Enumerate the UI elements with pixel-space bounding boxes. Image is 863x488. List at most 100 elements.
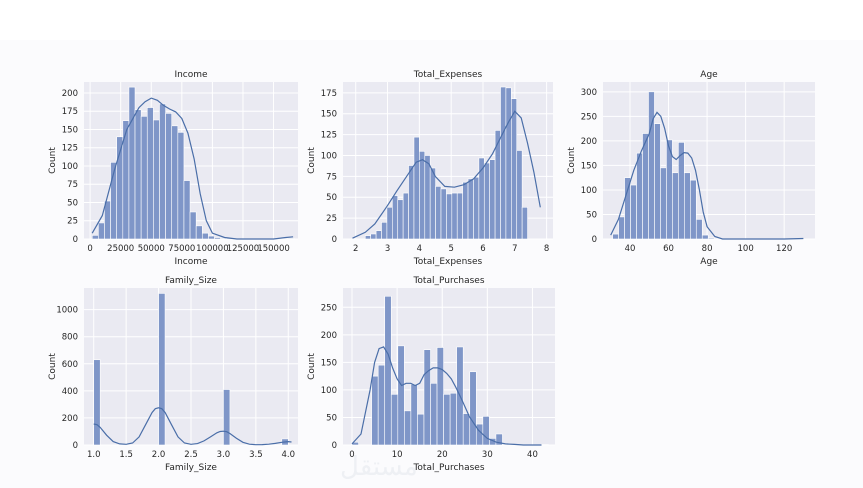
histogram-bar: [91, 235, 99, 240]
y-tick-label: 100: [321, 151, 337, 161]
y-tick-label: 50: [586, 210, 597, 220]
histogram-bar: [214, 237, 221, 240]
x-tick-label: 100000: [196, 244, 228, 254]
histogram-bar: [435, 186, 442, 240]
histogram-bar: [410, 384, 418, 446]
kde-curve: [352, 110, 541, 239]
chart-total-purchases: 0 10 20 30 40 0 50 100 150 200 250 Total_Purchases T…: [307, 276, 555, 473]
x-tick-label: 2.0: [152, 450, 166, 460]
histogram-bar: [541, 444, 549, 446]
y-tick-label: 200: [62, 414, 78, 424]
histogram-bar: [159, 103, 166, 240]
histogram-bar: [381, 221, 388, 240]
histogram-bar: [419, 151, 426, 240]
y-axis-label: Count: [567, 147, 577, 174]
y-tick-label: 100: [321, 386, 337, 396]
histogram-bar: [165, 113, 173, 240]
histogram-bar: [449, 392, 457, 446]
chart-title: Family_Size: [165, 276, 217, 286]
y-tick-label: 50: [326, 413, 337, 423]
histogram-bar: [636, 152, 643, 240]
x-axis-label: Family_Size: [165, 463, 217, 473]
histogram-bar: [684, 172, 691, 240]
histogram-bar: [128, 86, 136, 240]
y-tick-label: 50: [67, 198, 78, 208]
histogram-bar: [386, 206, 393, 240]
histogram-bar: [189, 211, 197, 240]
histogram-bar: [482, 416, 490, 446]
histogram-bar: [521, 206, 528, 240]
histogram-bar: [417, 413, 425, 446]
histogram-bar: [171, 125, 179, 240]
y-tick-label: 150: [62, 125, 78, 135]
y-tick-label: 0: [592, 235, 597, 245]
histogram-bar: [384, 295, 392, 446]
y-tick-label: 200: [581, 137, 597, 147]
x-tick-label: 20: [437, 450, 448, 460]
x-tick-label: 3: [385, 244, 390, 254]
x-tick-label: 80: [702, 244, 713, 254]
y-tick-label: 150: [321, 358, 337, 368]
histogram-bar: [287, 237, 295, 240]
y-tick-label: 25: [67, 217, 78, 227]
histogram-bar: [424, 155, 431, 240]
x-tick-label: 50000: [138, 244, 165, 254]
histogram-bar: [469, 371, 477, 446]
histogram-bar: [397, 345, 405, 446]
histogram-bar: [630, 184, 637, 240]
x-axis-label: Age: [700, 257, 718, 267]
y-tick-label: 75: [326, 172, 337, 182]
x-axis-label: Total_Expenses: [413, 257, 483, 267]
histogram-bar: [158, 293, 166, 446]
histogram-bar: [404, 410, 412, 446]
histogram-bar: [456, 192, 463, 240]
kde-curve: [93, 407, 292, 446]
histogram-bar: [98, 222, 105, 240]
kde-curve: [91, 97, 294, 240]
y-tick-label: 100: [581, 186, 597, 196]
x-tick-label: 120: [776, 244, 792, 254]
histogram-bar: [390, 394, 399, 446]
histogram-bar: [500, 86, 507, 240]
histogram-bar: [660, 167, 667, 240]
histogram-bar: [220, 237, 228, 240]
x-tick-label: 0: [349, 450, 354, 460]
y-tick-label: 100: [62, 162, 78, 172]
histogram-bar: [223, 389, 231, 446]
histogram-bar: [183, 180, 191, 240]
x-tick-label: 2.5: [184, 450, 198, 460]
histogram-bar: [134, 109, 142, 240]
x-tick-label: 8: [544, 244, 549, 254]
histogram-bar: [654, 123, 661, 240]
histogram-bar: [516, 150, 523, 240]
x-tick-label: 40: [527, 450, 538, 460]
x-tick-label: 4: [417, 244, 422, 254]
histogram-bar: [511, 98, 518, 240]
y-tick-label: 175: [62, 107, 78, 117]
histogram-bar: [430, 383, 438, 446]
histogram-bar: [413, 136, 420, 240]
x-axis-label: Income: [174, 257, 208, 267]
histogram-bar: [495, 433, 503, 446]
x-tick-label: 100: [738, 244, 754, 254]
histogram-bar: [475, 423, 484, 446]
y-axis-label: Count: [307, 147, 317, 174]
histogram-bar: [648, 91, 655, 240]
y-tick-label: 50: [326, 193, 337, 203]
histogram-bar: [440, 188, 447, 240]
histogram-bar: [462, 413, 471, 446]
histogram-bar: [473, 176, 480, 240]
y-tick-label: 300: [581, 88, 597, 98]
y-tick-label: 200: [62, 89, 78, 99]
histogram-bar: [612, 233, 619, 240]
x-tick-label: 150000: [257, 244, 289, 254]
x-tick-label: 40: [625, 244, 636, 254]
histogram-bar: [140, 116, 148, 240]
histogram-bar: [701, 234, 709, 240]
histogram-bar: [153, 119, 160, 240]
x-tick-label: 2: [353, 244, 358, 254]
y-tick-label: 0: [73, 441, 78, 451]
histogram-bar: [397, 199, 404, 240]
